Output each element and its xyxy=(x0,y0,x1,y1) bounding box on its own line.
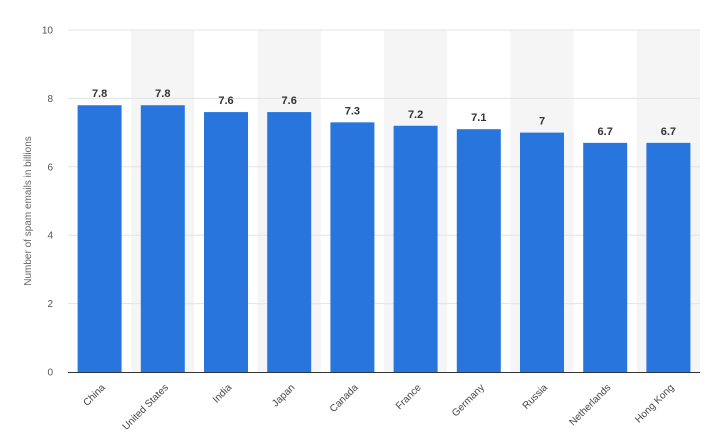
x-tick-label: Canada xyxy=(328,382,361,415)
bar xyxy=(330,122,375,372)
data-label: 7.3 xyxy=(345,105,360,117)
y-tick-label: 8 xyxy=(47,94,53,105)
bar xyxy=(140,105,185,373)
bar xyxy=(267,112,312,372)
bar xyxy=(204,112,248,372)
y-axis-ticks: 0 2 4 6 8 10 xyxy=(42,26,54,379)
x-axis-labels: China United States India Japan Canada France… xyxy=(81,382,676,433)
data-label: 7.6 xyxy=(218,95,233,107)
x-tick-label: Japan xyxy=(270,382,297,409)
x-tick-label: Hong Kong xyxy=(633,382,676,425)
bars xyxy=(77,105,691,373)
x-tick-label: United States xyxy=(121,382,171,432)
x-tick-label: Germany xyxy=(450,382,487,419)
x-tick-label: Russia xyxy=(521,382,551,412)
data-label: 7.6 xyxy=(282,95,297,107)
bar xyxy=(520,132,564,372)
bar xyxy=(77,105,122,373)
x-tick-label: France xyxy=(394,382,424,412)
y-tick-label: 6 xyxy=(47,162,53,173)
data-label: 7.1 xyxy=(471,112,486,124)
value-labels: 7.8 7.8 7.6 7.6 7.3 7.2 7.1 7 6.7 6.7 xyxy=(92,88,676,138)
bar xyxy=(393,125,438,372)
y-tick-label: 2 xyxy=(47,299,53,310)
data-label: 6.7 xyxy=(598,126,613,138)
y-axis-title: Number of spam emails in billions xyxy=(23,136,34,286)
bar xyxy=(456,129,501,372)
data-label: 7.2 xyxy=(408,109,423,121)
x-tick-label: Netherlands xyxy=(567,382,613,428)
x-tick-label: India xyxy=(211,382,234,405)
data-label: 6.7 xyxy=(661,126,676,138)
y-tick-label: 10 xyxy=(42,26,54,37)
data-label: 7 xyxy=(539,116,545,128)
data-label: 7.8 xyxy=(92,88,107,100)
bar xyxy=(646,142,691,372)
y-tick-label: 4 xyxy=(47,231,53,242)
data-label: 7.8 xyxy=(155,88,170,100)
x-tick-label: China xyxy=(81,382,108,409)
bar xyxy=(583,142,628,372)
y-tick-label: 0 xyxy=(47,368,53,379)
